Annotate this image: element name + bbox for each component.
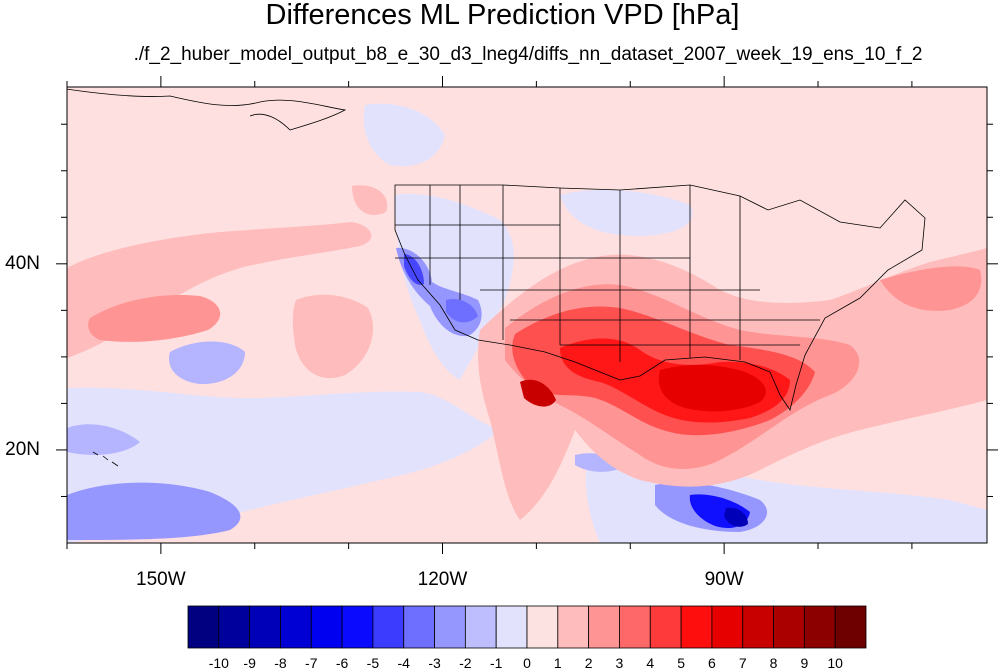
lon-tick-label: 150W [136, 569, 186, 590]
colorbar-swatch [495, 605, 528, 649]
colorbar-label: 0 [523, 655, 531, 671]
contour-neg-1-gulf-alaska [363, 103, 445, 167]
map-title: Differences ML Prediction VPD [hPa] [265, 0, 740, 31]
colorbar-label: -9 [243, 655, 256, 671]
colorbar-label: -2 [459, 655, 472, 671]
colorbar-label: 10 [827, 655, 843, 671]
colorbar-swatch [649, 605, 682, 649]
colorbar-label: -10 [209, 655, 229, 671]
colorbar-swatch [187, 605, 220, 649]
colorbar-label: 9 [800, 655, 808, 671]
contour-neg-4-california [404, 254, 424, 285]
contour-pos-7-gulf-core [658, 364, 766, 412]
colorbar-swatch [711, 605, 744, 649]
colorbar-label: 1 [554, 655, 562, 671]
colorbar: -10 -9 -8 -7 -6 -5 -4 -3 -2 -1 0 1 2 3 4 5 6 7 8 9 10 [187, 605, 867, 671]
colorbar-swatch [249, 605, 281, 649]
colorbar-label: -8 [274, 655, 287, 671]
colorbar-label: -6 [336, 655, 349, 671]
colorbar-label: -1 [490, 655, 503, 671]
colorbar-label: -4 [398, 655, 411, 671]
colorbar-label: 8 [770, 655, 778, 671]
contour-pos-8-west-texas [520, 379, 556, 407]
contour-neg-1-north-plains [560, 189, 693, 236]
contour-neg-2-hawaii [67, 424, 140, 455]
colorbar-label: 6 [708, 655, 716, 671]
colorbar-swatch [218, 605, 251, 649]
colorbar-swatch [803, 605, 836, 649]
map-plot-area [67, 87, 987, 543]
colorbar-swatch [280, 605, 312, 649]
axis-ticks [56, 76, 998, 554]
colorbar-swatch [619, 605, 651, 649]
colorbar-label: 7 [739, 655, 747, 671]
colorbar-label: 4 [646, 655, 654, 671]
map-frame [66, 86, 988, 544]
contour-pos-2-north-atlantic [880, 266, 982, 311]
colorbar-label: -3 [428, 655, 441, 671]
map-subtitle: ./f_2_huber_model_output_b8_e_30_d3_lneg… [133, 44, 923, 65]
contour-pos-2-north-pacific [88, 294, 221, 342]
contour-neg-2-central-pacific [169, 341, 245, 385]
colorbar-swatch [341, 605, 374, 649]
contour-pos-1-hudson [352, 185, 388, 215]
contour-neg-8-caribbean-core [724, 507, 748, 527]
colorbar-label: -7 [305, 655, 318, 671]
contour-neg-2-southwest-pacific [67, 482, 241, 540]
colorbar-swatch [588, 605, 620, 649]
difference-contours [67, 103, 987, 543]
lon-tick-label: 120W [417, 569, 468, 590]
contour-pos-1-north-pacific [67, 222, 372, 358]
colorbar-swatch [403, 605, 435, 649]
lon-tick-label: 90W [704, 569, 744, 590]
colorbar-swatch [773, 605, 805, 649]
colorbar-swatch [310, 605, 343, 649]
colorbar-label: 3 [616, 655, 624, 671]
lat-tick-label: 40N [5, 252, 40, 274]
colorbar-swatch [742, 605, 774, 649]
colorbar-swatch [372, 605, 405, 649]
contour-pos-1-subtropical-pacific [292, 294, 374, 379]
state-coastline-boundaries [67, 88, 926, 467]
contour-neg-4-socal [446, 298, 478, 323]
colorbar-label: 5 [677, 655, 685, 671]
colorbar-swatch [680, 605, 713, 649]
colorbar-label: 2 [585, 655, 593, 671]
colorbar-swatch [557, 605, 590, 649]
colorbar-swatch [526, 605, 559, 649]
lat-tick-label: 20N [5, 438, 40, 460]
colorbar-swatch [834, 605, 867, 649]
colorbar-swatch [464, 605, 497, 649]
colorbar-label: -5 [367, 655, 380, 671]
colorbar-swatch [434, 605, 466, 649]
